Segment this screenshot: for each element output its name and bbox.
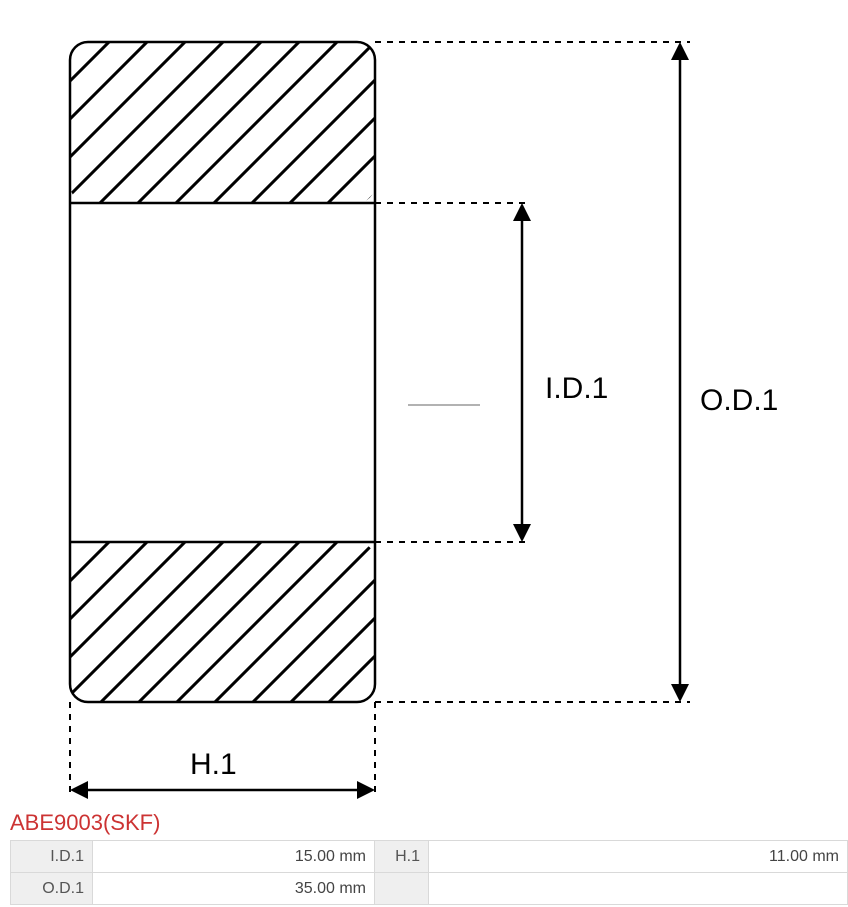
- spec-value: 11.00 mm: [429, 841, 848, 873]
- spec-table: I.D.1 15.00 mm H.1 11.00 mm O.D.1 35.00 …: [10, 840, 848, 905]
- svg-text:O.D.1: O.D.1: [700, 384, 778, 417]
- part-title: ABE9003(SKF): [10, 810, 160, 836]
- diagram-svg: I.D.1 O.D.1 H.1: [0, 0, 848, 800]
- page: I.D.1O.D.1H.1 ABE9003(SKF) I.D.1 15.00 m…: [0, 0, 848, 800]
- spec-value: 35.00 mm: [93, 873, 375, 905]
- table-row: I.D.1 15.00 mm H.1 11.00 mm: [11, 841, 848, 873]
- table-row: O.D.1 35.00 mm: [11, 873, 848, 905]
- spec-label: I.D.1: [11, 841, 93, 873]
- bearing-diagram: I.D.1 O.D.1 H.1: [0, 0, 848, 800]
- spec-label: O.D.1: [11, 873, 93, 905]
- spec-label: [375, 873, 429, 905]
- spec-value: 15.00 mm: [93, 841, 375, 873]
- svg-text:I.D.1: I.D.1: [545, 372, 608, 405]
- spec-value: [429, 873, 848, 905]
- svg-text:H.1: H.1: [190, 748, 237, 781]
- spec-label: H.1: [375, 841, 429, 873]
